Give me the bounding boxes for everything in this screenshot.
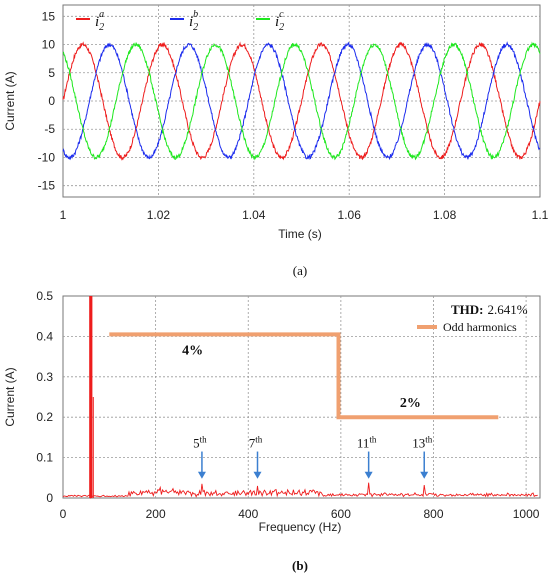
panel-b-x-tick-label: 800: [423, 507, 443, 521]
legend-sup: c: [279, 9, 284, 20]
harmonic-label: 7th: [249, 435, 263, 451]
panel-a-x-tick-label: 1: [60, 208, 67, 222]
panel-b-y-tick-label: 0.4: [36, 329, 53, 343]
panel-a-x-tick-label: 1.02: [147, 208, 171, 222]
legend-base: i: [275, 14, 279, 30]
legend-sub: 2: [279, 22, 284, 33]
panel-a-x-axis-label: Time (s): [278, 227, 322, 241]
panel-b-y-tick-label: 0.1: [36, 451, 53, 465]
legend-sub: 2: [193, 22, 198, 33]
panel-b-y-tick-label: 0.5: [36, 289, 53, 303]
harmonic-arrow-head: [420, 471, 429, 479]
harmonic-label-suffix: th: [200, 435, 208, 445]
fundamental-peak: [89, 296, 93, 498]
panel-a-y-tick-label: 0: [48, 94, 55, 108]
panel-a-x-tick-label: 1.04: [242, 208, 266, 222]
panel-a-series: [62, 41, 541, 161]
panel-b-spectrum-line: [62, 482, 538, 499]
panel-b-y-ticks: 0.5 0.4 0.3 0.2 0.1 0: [36, 289, 53, 505]
legend-sub: 2: [99, 22, 104, 33]
panel-b-x-tick-label: 600: [331, 507, 351, 521]
harmonic-arrow-head: [364, 471, 373, 479]
panel-b-plot-area: [62, 295, 541, 499]
panel-a-legend-label-c: i2 c: [275, 9, 284, 33]
panel-b-x-ticks: 0 200 400 600 800 1000: [60, 507, 540, 521]
harmonic-label-number: 11: [357, 436, 370, 451]
panel-b-x-tick-label: 200: [146, 507, 166, 521]
odd-harmonics-limit-line: [109, 332, 499, 420]
panel-a-caption: (a): [293, 263, 307, 278]
legend-base: i: [189, 14, 193, 30]
panel-a-legend: i2a i2b i2c: [76, 9, 284, 33]
legend-sup: a: [99, 9, 104, 20]
panel-a-x-tick-label: 1.06: [338, 208, 362, 222]
harmonic-label: 13th: [412, 435, 433, 451]
harmonic-label-suffix: th: [369, 435, 377, 445]
harmonic-label: 5th: [193, 435, 207, 451]
panel-a-series-line-a: [62, 41, 541, 161]
legend-base: i: [95, 14, 99, 30]
panel-a-x-tick-label: 1.1: [532, 208, 549, 222]
panel-a-y-tick-label: 5: [48, 66, 55, 80]
panel-b-x-tick-label: 0: [60, 507, 67, 521]
panel-a-legend-label-b: i2 b: [189, 9, 198, 33]
panel-b-limit-line: 4% 2%: [109, 332, 499, 420]
panel-b-y-axis-label: Current (A): [3, 367, 17, 426]
limit-percent-label: 4%: [182, 344, 203, 359]
panel-b-x-tick-label: 400: [238, 507, 258, 521]
panel-a-y-tick-label: 10: [42, 38, 56, 52]
thd-label-prefix: THD:: [451, 302, 484, 317]
harmonic-label-number: 7: [249, 436, 256, 451]
panel-a-y-ticks: 15 10 5 0 -5 -10 -15: [38, 9, 56, 192]
limit-percent-label: 2%: [400, 396, 421, 411]
panel-a-y-axis-label: Current (A): [3, 71, 17, 130]
thd-label: THD: 2.641%: [451, 302, 528, 317]
harmonic-label: 11th: [357, 435, 377, 451]
panel-b-spectrum: [62, 296, 538, 499]
harmonic-arrow-head: [197, 471, 206, 479]
panel-a-y-tick-label: -10: [38, 150, 56, 164]
panel-b-y-tick-label: 0.3: [36, 370, 53, 384]
harmonic-label-number: 13: [412, 436, 425, 451]
panel-b-y-tick-label: 0: [46, 491, 53, 505]
panel-b-x-tick-label: 1000: [513, 507, 540, 521]
panel-b-x-axis-label: Frequency (Hz): [259, 520, 342, 534]
panel-b-caption: (b): [292, 558, 308, 573]
harmonic-label-suffix: th: [425, 435, 433, 445]
harmonic-arrow-head: [253, 471, 262, 479]
panel-b-annotations: 5th 7th 11th 13th: [193, 435, 433, 479]
panel-a-legend-label-a: i2 a: [95, 9, 104, 33]
panel-a-y-tick-label: -5: [44, 122, 55, 136]
harmonic-label-suffix: th: [255, 435, 263, 445]
panel-a-series-line-c: [62, 41, 541, 161]
harmonic-label-number: 5: [193, 436, 200, 451]
panel-a-y-tick-label: -15: [38, 179, 56, 193]
panel-b-chart: 4%2% 5th 7th 11th 13th 0.50.40.30.20.10 0 20…: [3, 289, 541, 573]
legend-odd-harmonics-label: Odd harmonics: [443, 320, 517, 334]
legend-sup: b: [193, 9, 198, 20]
panel-a-x-ticks: 1 1.02 1.04 1.06 1.08 1.1: [60, 208, 549, 222]
panel-b-y-tick-label: 0.2: [36, 410, 53, 424]
thd-label-value: 2.641%: [488, 302, 528, 317]
panel-a-y-tick-label: 15: [42, 9, 56, 23]
panel-a-x-tick-label: 1.08: [433, 208, 457, 222]
panel-a-series-line-b: [62, 41, 541, 161]
